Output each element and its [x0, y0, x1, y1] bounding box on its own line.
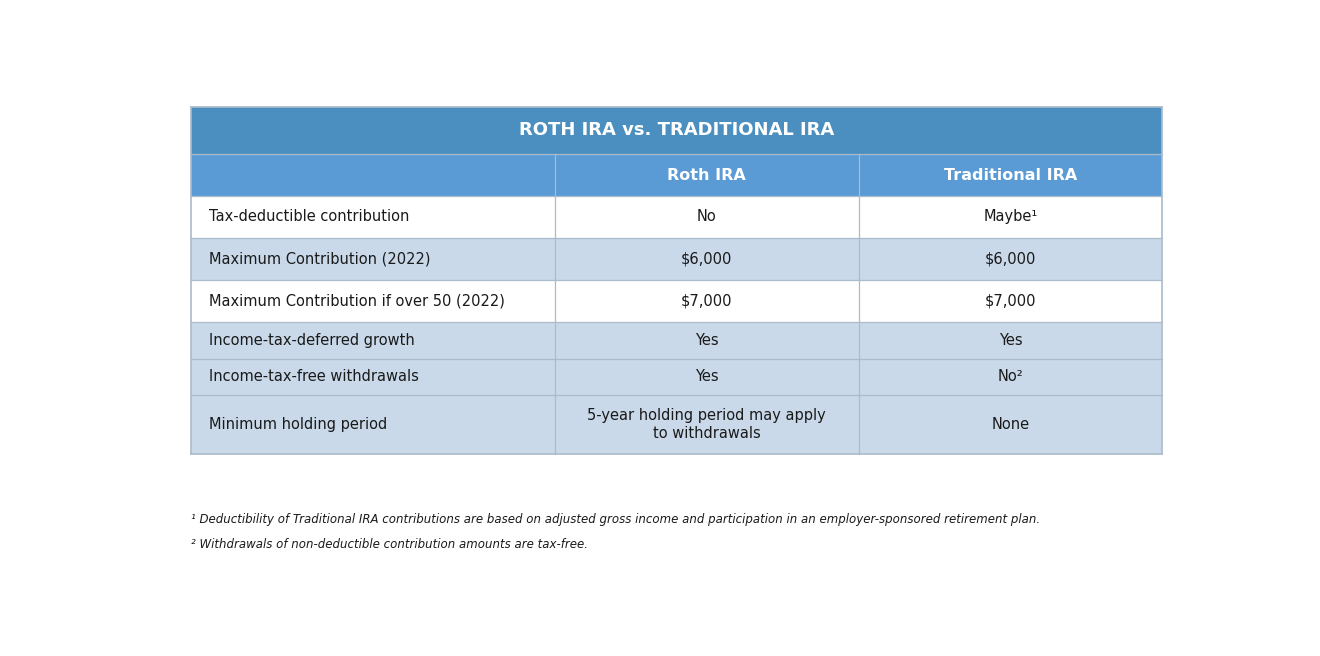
Bar — [554, 279, 859, 321]
Text: Yes: Yes — [696, 333, 718, 348]
Text: Yes: Yes — [696, 369, 718, 384]
Bar — [190, 359, 554, 396]
Text: ROTH IRA vs. TRADITIONAL IRA: ROTH IRA vs. TRADITIONAL IRA — [519, 121, 834, 140]
Text: None: None — [991, 417, 1030, 432]
Text: No²: No² — [998, 369, 1023, 384]
Text: $7,000: $7,000 — [681, 293, 733, 308]
Text: 5-year holding period may apply
to withdrawals: 5-year holding period may apply to withd… — [587, 408, 826, 441]
Text: $6,000: $6,000 — [985, 251, 1036, 266]
Bar — [190, 238, 554, 279]
Bar — [554, 196, 859, 238]
Bar — [554, 321, 859, 359]
Text: Maximum Contribution if over 50 (2022): Maximum Contribution if over 50 (2022) — [209, 293, 504, 308]
Bar — [554, 238, 859, 279]
Text: Maybe¹: Maybe¹ — [983, 209, 1038, 224]
Text: Tax-deductible contribution: Tax-deductible contribution — [209, 209, 409, 224]
Text: No: No — [697, 209, 717, 224]
Bar — [859, 279, 1163, 321]
Text: Income-tax-free withdrawals: Income-tax-free withdrawals — [209, 369, 418, 384]
Bar — [554, 154, 859, 196]
Bar — [190, 154, 554, 196]
Text: ² Withdrawals of non-deductible contribution amounts are tax-free.: ² Withdrawals of non-deductible contribu… — [190, 538, 587, 551]
Text: Roth IRA: Roth IRA — [668, 168, 746, 183]
Bar — [859, 321, 1163, 359]
Text: Maximum Contribution (2022): Maximum Contribution (2022) — [209, 251, 430, 266]
Bar — [190, 279, 554, 321]
Text: Traditional IRA: Traditional IRA — [944, 168, 1077, 183]
Bar — [554, 359, 859, 396]
Text: Income-tax-deferred growth: Income-tax-deferred growth — [209, 333, 414, 348]
Text: Yes: Yes — [999, 333, 1023, 348]
Bar — [859, 238, 1163, 279]
Text: $6,000: $6,000 — [681, 251, 733, 266]
Bar — [190, 106, 1163, 155]
Bar — [190, 196, 554, 238]
Text: Minimum holding period: Minimum holding period — [209, 417, 387, 432]
Bar — [859, 359, 1163, 396]
Text: $7,000: $7,000 — [985, 293, 1036, 308]
Bar — [859, 196, 1163, 238]
Bar — [190, 154, 554, 196]
Bar — [859, 154, 1163, 196]
Bar — [190, 321, 554, 359]
Text: ¹ Deductibility of Traditional IRA contributions are based on adjusted gross inc: ¹ Deductibility of Traditional IRA contr… — [190, 513, 1040, 525]
